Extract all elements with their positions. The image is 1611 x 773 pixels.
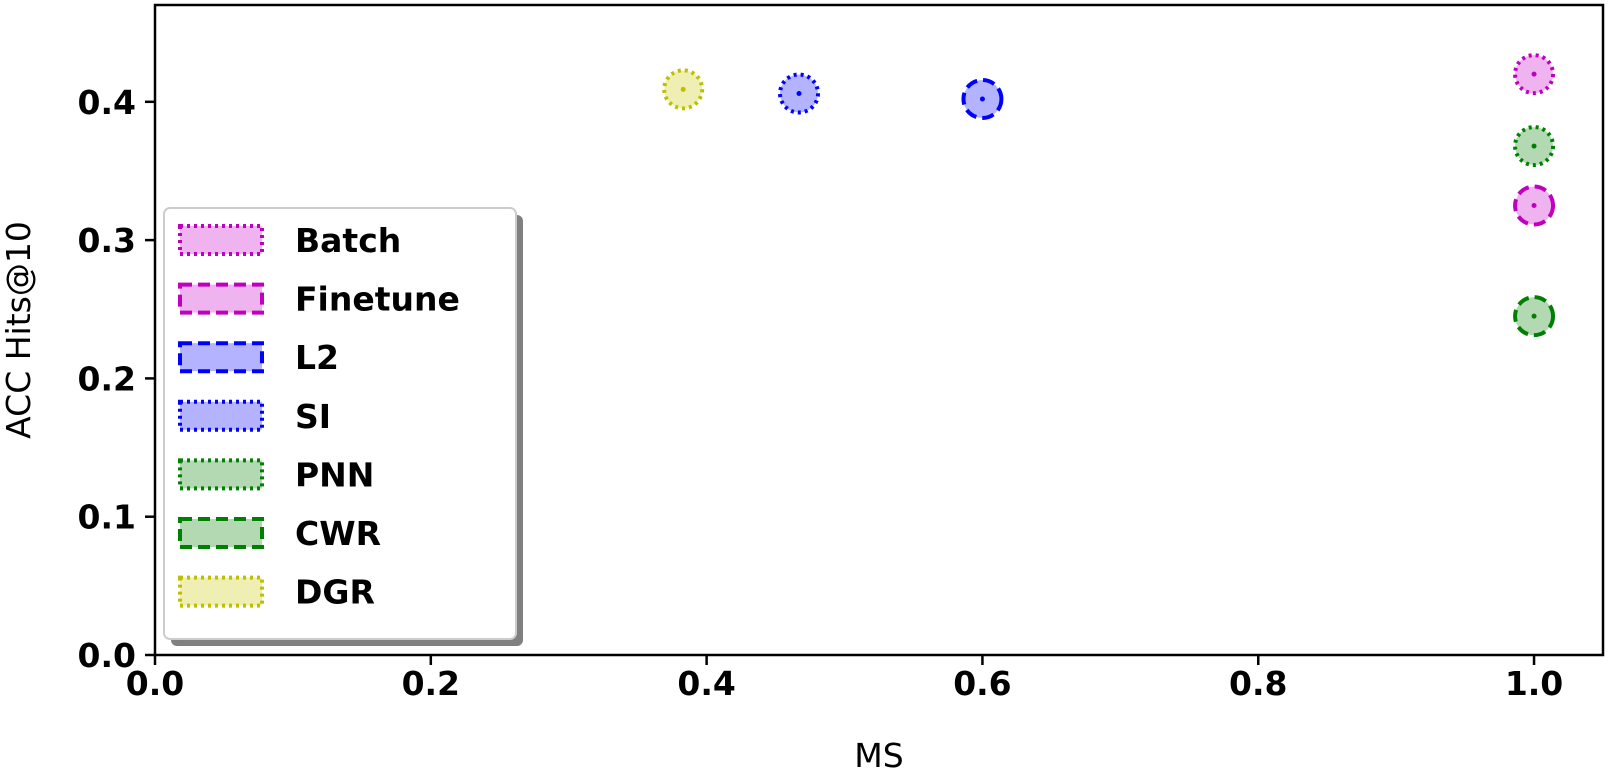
plot-area-frame bbox=[153, 3, 1605, 657]
y-tick-label: 0.0 bbox=[78, 636, 136, 675]
legend-entry-batch: Batch bbox=[178, 221, 401, 260]
legend-entry-cwr: CWR bbox=[178, 514, 381, 553]
data-point-dgr bbox=[662, 68, 705, 111]
data-point-si bbox=[778, 72, 821, 115]
legend-label: L2 bbox=[295, 338, 339, 377]
data-point-pnn bbox=[1513, 125, 1556, 168]
x-tick-label: 0.8 bbox=[1229, 664, 1287, 703]
legend-label: PNN bbox=[295, 455, 374, 494]
data-point-center bbox=[1531, 313, 1537, 319]
legend: Batch Finetune L2 SI PNN CWR DGR bbox=[163, 207, 523, 646]
legend-swatch bbox=[178, 575, 264, 608]
data-point-l2 bbox=[961, 78, 1004, 121]
x-tick-label: 1.0 bbox=[1505, 664, 1563, 703]
data-point-center bbox=[979, 96, 985, 102]
legend-entry-si: SI bbox=[178, 397, 331, 436]
legend-label: DGR bbox=[295, 573, 375, 612]
y-axis-label: ACC Hits@10 bbox=[0, 221, 38, 439]
y-tick-label: 0.2 bbox=[78, 359, 136, 398]
x-axis-label: MS bbox=[854, 736, 903, 773]
data-point-batch bbox=[1513, 53, 1556, 96]
legend-label: CWR bbox=[295, 514, 381, 553]
y-tick-label: 0.1 bbox=[78, 498, 136, 537]
legend-entry-pnn: PNN bbox=[178, 455, 374, 494]
legend-swatch bbox=[178, 224, 264, 256]
x-tick-label: 0.4 bbox=[677, 664, 735, 703]
legend-swatch bbox=[178, 517, 264, 549]
legend-entry-dgr: DGR bbox=[178, 573, 375, 612]
x-tick-label: 0.6 bbox=[953, 664, 1011, 703]
data-point-center bbox=[1531, 71, 1537, 77]
legend-swatch bbox=[178, 399, 264, 432]
legend-swatch bbox=[178, 341, 264, 374]
legend-entry-l2: L2 bbox=[178, 338, 339, 377]
data-point-center bbox=[1531, 143, 1537, 149]
axis-ticks: 0.0 0.2 0.4 0.6 0.8 1.0 0.0 0.1 0.2 0.3 0.4 bbox=[78, 83, 1564, 703]
legend-label: Finetune bbox=[295, 280, 460, 319]
legend-swatch bbox=[178, 282, 264, 315]
data-point-center bbox=[1531, 203, 1537, 209]
legend-label: SI bbox=[295, 397, 331, 436]
y-tick-label: 0.3 bbox=[78, 221, 136, 260]
legend-swatch bbox=[178, 458, 264, 491]
x-tick-label: 0.0 bbox=[126, 664, 184, 703]
data-point-finetune bbox=[1513, 184, 1556, 227]
legend-label: Batch bbox=[295, 221, 401, 260]
x-tick-label: 0.2 bbox=[402, 664, 460, 703]
data-points bbox=[662, 53, 1556, 338]
data-point-center bbox=[796, 91, 802, 97]
data-point-cwr bbox=[1513, 295, 1556, 338]
data-point-center bbox=[680, 86, 686, 92]
legend-entry-finetune: Finetune bbox=[178, 280, 460, 319]
y-tick-label: 0.4 bbox=[78, 83, 136, 122]
